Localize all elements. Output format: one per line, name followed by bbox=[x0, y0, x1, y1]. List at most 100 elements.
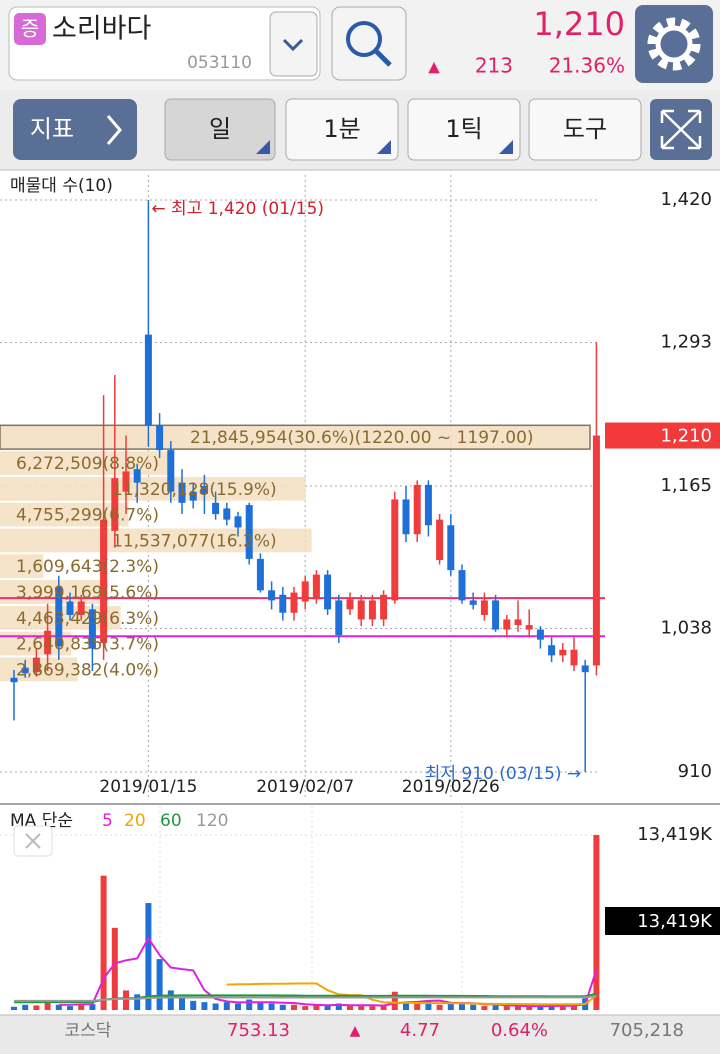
minute-button[interactable] bbox=[285, 98, 399, 161]
volume-bar bbox=[492, 1005, 499, 1010]
close-icon bbox=[25, 833, 41, 849]
x-tick-label: 2019/01/15 bbox=[99, 777, 197, 797]
price-chart: 910 1,038 1,165 1,293 1,420 2019/01/15 2019/02… bbox=[0, 175, 720, 800]
search-icon-handle bbox=[374, 49, 392, 67]
volume-bar bbox=[403, 1002, 409, 1010]
tick-button[interactable] bbox=[407, 98, 521, 161]
legend-entry: 60 bbox=[160, 811, 182, 831]
volume-bar bbox=[470, 1004, 477, 1010]
volume-bar bbox=[313, 1005, 320, 1010]
indicator-arrow bbox=[106, 115, 122, 145]
candle-body bbox=[469, 600, 477, 605]
candle-body bbox=[391, 499, 399, 601]
volume-bar bbox=[100, 875, 107, 1010]
y-tick-label: 1,420 bbox=[660, 189, 712, 210]
volume-bar bbox=[268, 1003, 275, 1010]
x-tick-label: 2019/02/26 bbox=[402, 777, 500, 797]
candle-body bbox=[88, 609, 96, 649]
search-icon bbox=[346, 21, 382, 57]
change-arrow: ▲ bbox=[428, 58, 440, 76]
index-name: 코스닥 bbox=[65, 1021, 112, 1041]
candle-body bbox=[525, 625, 533, 630]
candle-body bbox=[424, 484, 432, 526]
volume-bar bbox=[548, 1004, 555, 1010]
candle-body bbox=[581, 665, 589, 673]
volume-bar bbox=[425, 1000, 432, 1010]
candle-body bbox=[514, 619, 522, 626]
index-volume: 705,218 bbox=[610, 1020, 684, 1041]
fullscreen-icon bbox=[660, 109, 702, 150]
volume-profile-bar bbox=[0, 451, 170, 475]
legend-entry: 120 bbox=[196, 811, 228, 831]
volume-bar bbox=[279, 1004, 286, 1010]
candle-body bbox=[402, 499, 410, 535]
minute-label: 1분 bbox=[323, 115, 360, 143]
index-change: 4.77 bbox=[400, 1020, 440, 1041]
volume-profile-label: 6,272,509(8.8%) bbox=[16, 454, 159, 474]
candle-body bbox=[10, 677, 18, 683]
index-arrow: ▲ bbox=[350, 1023, 361, 1039]
volume-bar bbox=[44, 1002, 51, 1010]
candle-body bbox=[234, 516, 242, 528]
period-button[interactable] bbox=[164, 98, 276, 161]
volume-bar bbox=[179, 998, 185, 1010]
volume-bar bbox=[123, 990, 129, 1010]
candle-body bbox=[447, 525, 455, 571]
tools-button[interactable] bbox=[528, 98, 642, 161]
volume-bar bbox=[55, 1004, 62, 1010]
volume-bar bbox=[89, 1004, 96, 1010]
volume-bar bbox=[111, 927, 118, 1010]
stock-search-box[interactable] bbox=[8, 6, 321, 81]
annotation-low: 최저 910 (03/15) → bbox=[425, 764, 581, 784]
volume-bar bbox=[593, 835, 600, 1010]
dropdown-button[interactable] bbox=[269, 11, 318, 77]
volume-profile-bar bbox=[0, 528, 312, 553]
volume-bar bbox=[22, 1004, 29, 1010]
badge: 증 bbox=[21, 17, 39, 41]
volume-bar bbox=[515, 1006, 521, 1010]
y-tick-label: 910 bbox=[678, 761, 712, 782]
candle-body bbox=[212, 502, 220, 515]
volume-profile-label: 2,869,382(4.0%) bbox=[16, 660, 159, 680]
volume-bar bbox=[414, 1003, 421, 1010]
volume-bar bbox=[436, 1004, 443, 1010]
volume-bar bbox=[335, 1003, 342, 1010]
volume-bar bbox=[537, 1006, 544, 1010]
volume-profile-bar bbox=[0, 554, 44, 579]
tools-label: 도구 bbox=[563, 115, 607, 143]
candle-body bbox=[133, 469, 141, 483]
candle-body bbox=[200, 486, 208, 494]
candle-body bbox=[111, 478, 119, 531]
price-tag-label: 1,210 bbox=[660, 426, 712, 447]
volume-profile-label: 1,609,643(2.3%) bbox=[16, 557, 159, 577]
badge-bg bbox=[14, 13, 46, 45]
change-pct: 21.36% bbox=[549, 54, 625, 78]
volume-bar bbox=[67, 1006, 73, 1010]
indicator-button[interactable] bbox=[13, 99, 137, 160]
y-tick-label: 1,165 bbox=[660, 475, 712, 496]
y-tick-label: 13,419K bbox=[637, 824, 713, 845]
candle-body bbox=[335, 600, 343, 636]
price-tag bbox=[605, 422, 720, 449]
search-button[interactable] bbox=[331, 6, 407, 81]
candle-body bbox=[368, 600, 376, 620]
volume-bar bbox=[391, 991, 398, 1010]
annotation-high: ← 최고 1,420 (01/15) bbox=[151, 199, 324, 219]
volume-bar bbox=[190, 1000, 197, 1010]
volume-bar bbox=[291, 1004, 297, 1010]
volume-bar bbox=[78, 1003, 85, 1010]
tick-corner bbox=[499, 140, 513, 154]
settings-button[interactable] bbox=[635, 5, 713, 83]
candle-body bbox=[178, 482, 186, 503]
candle-body bbox=[122, 471, 130, 492]
volume-bar bbox=[167, 990, 174, 1010]
price: 1,210 bbox=[533, 5, 625, 43]
volume-tag bbox=[605, 907, 720, 935]
volume-profile-bar bbox=[0, 502, 129, 527]
volume-bar bbox=[246, 999, 253, 1010]
volume-bar bbox=[503, 1006, 510, 1010]
minute-corner bbox=[377, 140, 391, 154]
candle-body bbox=[346, 599, 354, 610]
legend-entry: 5 bbox=[102, 811, 113, 831]
gear-ring bbox=[655, 25, 693, 63]
